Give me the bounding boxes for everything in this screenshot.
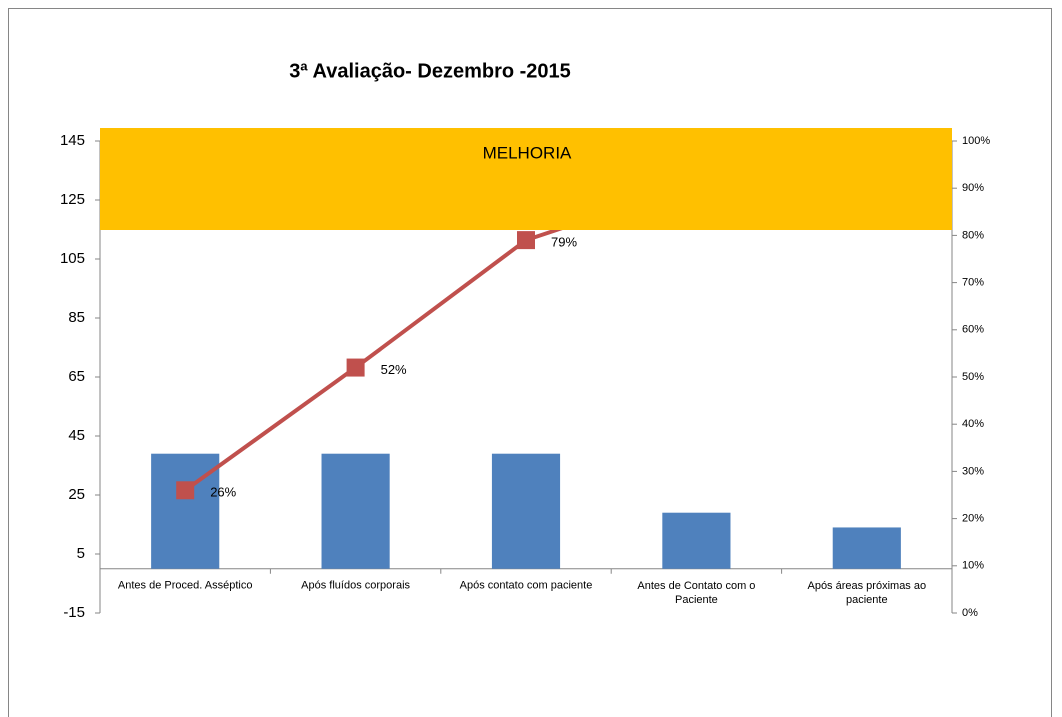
y2-tick-label: 80% (962, 229, 984, 241)
y-tick-label: 105 (60, 250, 85, 267)
y2-tick-label: 30% (962, 465, 984, 477)
bar (321, 453, 390, 569)
y2-tick-label: 40% (962, 418, 984, 430)
y-tick-label: -15 (63, 604, 85, 621)
y2-tick-label: 100% (962, 135, 990, 147)
y2-tick-label: 0% (962, 607, 978, 619)
x-tick-label: Antes de Contato com o Paciente (637, 580, 755, 606)
y2-tick-label: 60% (962, 324, 984, 336)
y2-tick-label: 90% (962, 182, 984, 194)
x-tick-label: Após áreas próximas ao paciente (807, 580, 926, 606)
y2-tick-label: 70% (962, 277, 984, 289)
x-tick-label: Após contato com paciente (460, 580, 593, 592)
bar (662, 512, 731, 569)
y-tick-label: 25 (68, 486, 85, 503)
chart-title: 3ª Avaliação- Dezembro -2015 (289, 60, 571, 82)
data-label: 52% (381, 362, 407, 377)
y-tick-label: 65 (68, 368, 85, 385)
y2-tick-label: 20% (962, 513, 984, 525)
chart-border (8, 8, 1052, 717)
x-tick-label: Antes de Proced. Asséptico (118, 580, 253, 592)
y-tick-label: 125 (60, 191, 85, 208)
y2-tick-label: 50% (962, 371, 984, 383)
bar (491, 453, 561, 569)
y-tick-label: 45 (68, 427, 85, 444)
bar (832, 527, 901, 569)
point (517, 231, 535, 250)
data-label: 26% (210, 485, 236, 500)
annotation-band (100, 128, 952, 230)
y-tick-label: 85 (68, 309, 85, 326)
data-label: 79% (551, 235, 577, 250)
y2-tick-label: 10% (962, 560, 984, 572)
y-tick-label: 145 (60, 132, 85, 149)
point (176, 481, 195, 500)
annotation-label: MELHORIA (483, 143, 572, 162)
y-tick-label: 5 (77, 545, 85, 562)
point (346, 358, 365, 377)
x-tick-label: Após fluídos corporais (301, 580, 410, 592)
